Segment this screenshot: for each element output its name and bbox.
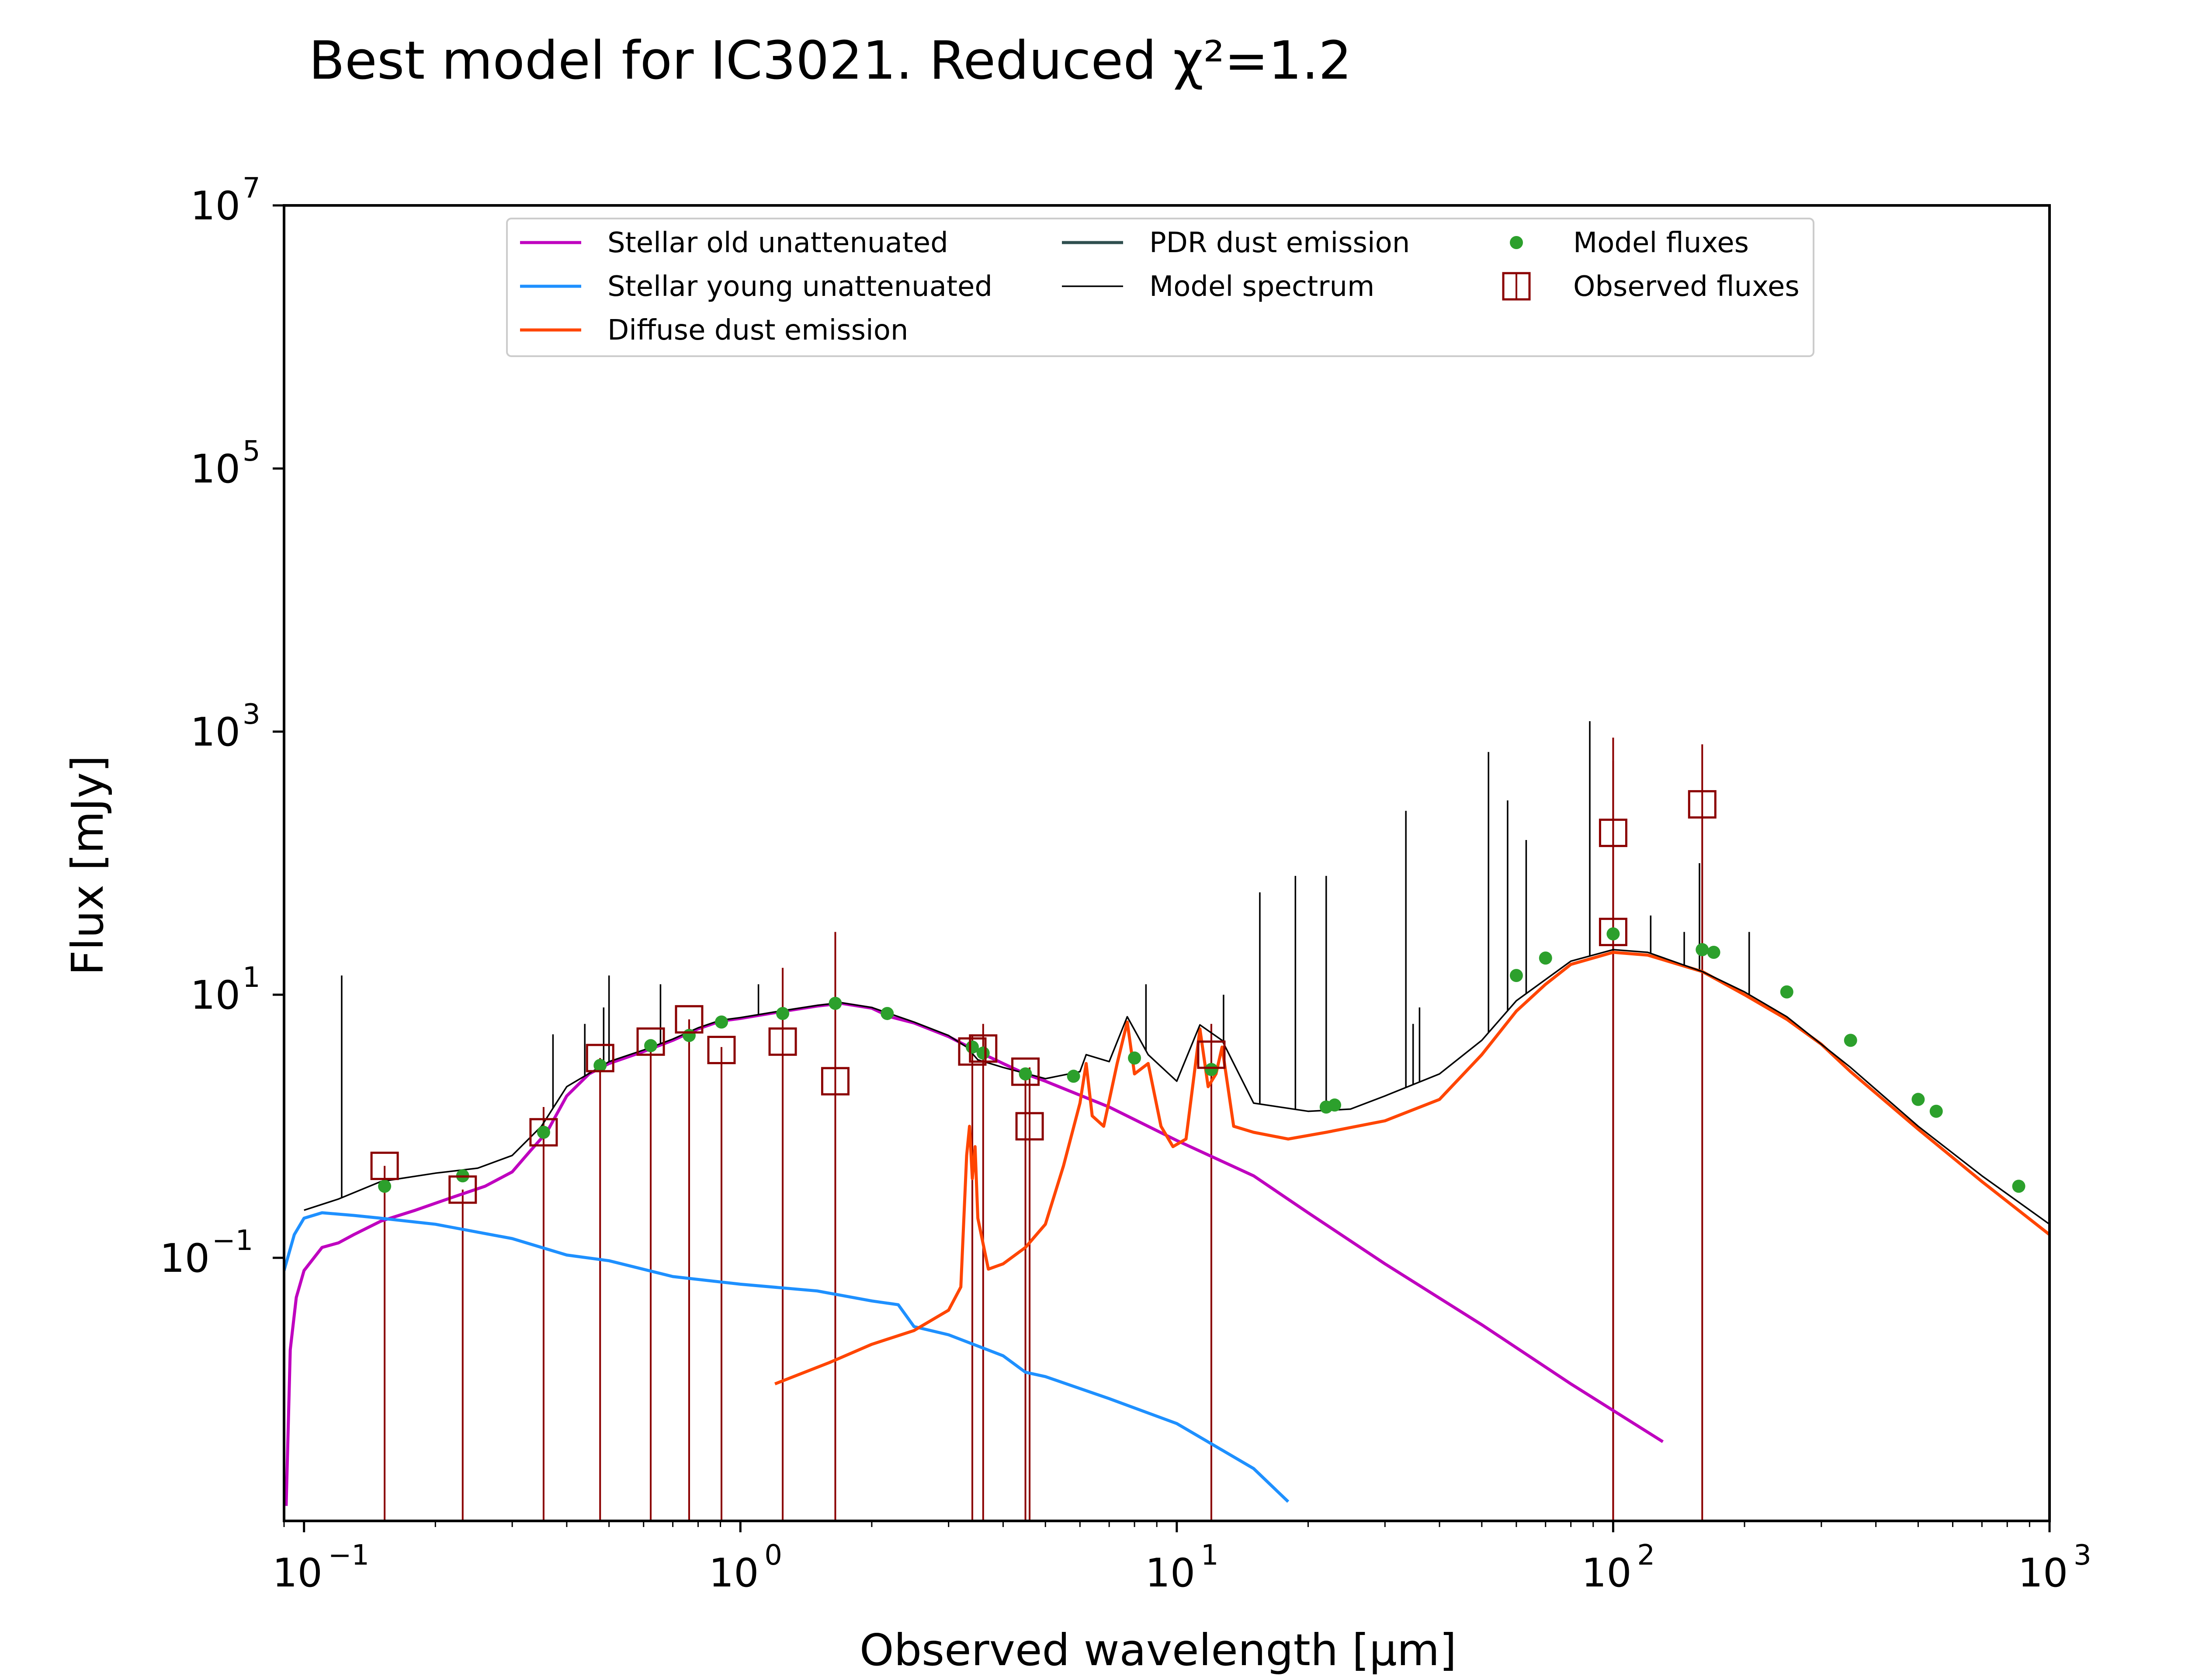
y-axis-label: Flux [mJy] (62, 755, 113, 975)
x-tick-label: 10 (2018, 1550, 2068, 1596)
observed-flux-point (1599, 917, 1627, 946)
model-flux-point (593, 1059, 607, 1072)
observed-flux-point (1688, 790, 1717, 819)
model-flux-point (829, 996, 842, 1010)
series-line-diffuse-dust-emission (774, 951, 2050, 1385)
observed-flux-point (636, 1027, 665, 1056)
model-flux-point (1128, 1051, 1141, 1065)
observed-flux-point (529, 1118, 558, 1147)
legend-label-model-fluxes: Model fluxes (1573, 227, 1749, 259)
observed-flux-point (586, 1044, 614, 1073)
observed-flux-point (1197, 1040, 1226, 1069)
plot-frame (283, 204, 2051, 1522)
observed-flux-point (675, 1005, 704, 1034)
plot-area (284, 721, 2050, 1521)
model-flux-point (1696, 943, 1709, 956)
model-flux-point (1707, 946, 1720, 959)
model-flux-point (682, 1029, 696, 1042)
model-flux-point (1509, 969, 1523, 982)
legend-label-stellar-old-unattenuated: Stellar old unattenuated (607, 227, 948, 259)
y-tick-label: 10 (190, 446, 240, 492)
x-tick-label: 10 (272, 1550, 323, 1596)
y-tick-label: 10 (160, 1236, 210, 1281)
model-flux-point (2012, 1180, 2025, 1193)
chart-title: Best model for IC3021. Reduced χ²=1.2 (309, 31, 1352, 91)
legend-label-observed-fluxes: Observed fluxes (1573, 271, 1800, 303)
observed-flux-point (969, 1034, 998, 1063)
observed-flux-point (1011, 1057, 1040, 1086)
legend-box (506, 218, 1814, 357)
legend-label-stellar-young-unattenuated: Stellar young unattenuated (607, 271, 992, 303)
x-tick-label-exponent: 1 (1201, 1539, 1219, 1572)
observed-flux-point (768, 1027, 797, 1056)
y-tick-label-exponent: 1 (243, 961, 260, 994)
legend-label-model-spectrum: Model spectrum (1149, 271, 1374, 303)
legend-swatch-model-fluxes (1510, 236, 1523, 249)
model-flux-point (537, 1125, 550, 1139)
series-line-stellar-young-unattenuated (284, 1211, 1290, 1503)
legend: Stellar old unattenuated Stellar young un… (506, 218, 1814, 357)
model-flux-point (1606, 927, 1620, 941)
model-flux-point (776, 1007, 790, 1020)
observed-flux-point (1599, 819, 1627, 847)
legend-label-pdr-dust-emission: PDR dust emission (1149, 227, 1410, 259)
x-tick-label-exponent: 0 (764, 1539, 782, 1572)
observed-flux-point (448, 1175, 477, 1204)
x-tick-label-exponent: −1 (328, 1539, 369, 1572)
observed-flux-point (707, 1035, 736, 1064)
model-flux-point (644, 1039, 658, 1052)
model-flux-point (1780, 985, 1793, 999)
x-tick-label-exponent: 3 (2074, 1539, 2091, 1572)
model-flux-point (378, 1180, 392, 1193)
model-flux-point (976, 1046, 990, 1060)
x-axis-label: Observed wavelength [μm] (860, 1624, 1457, 1676)
model-flux-point (1911, 1093, 1925, 1106)
model-flux-point (1019, 1067, 1032, 1081)
model-flux-point (1929, 1104, 1943, 1118)
legend-label-diffuse-dust-emission: Diffuse dust emission (607, 314, 908, 347)
observed-flux-point (1015, 1112, 1044, 1141)
observed-flux-point (370, 1152, 399, 1180)
model-flux-point (1067, 1069, 1080, 1083)
y-tick-label: 10 (190, 972, 240, 1018)
y-tick-label-exponent: 5 (243, 435, 260, 468)
model-flux-point (1539, 951, 1552, 965)
model-flux-point (714, 1015, 728, 1029)
series-line-model-spectrum (304, 949, 2050, 1225)
model-flux-point (1328, 1098, 1342, 1112)
y-tick-label-exponent: 3 (243, 698, 260, 731)
model-flux-point (1204, 1063, 1218, 1076)
x-tick-label-exponent: 2 (1637, 1539, 1655, 1572)
observed-flux-point (958, 1037, 987, 1066)
axis-ticks: 10 −1 10 0 10 1 10 2 10 310 −110 110 310 510 7 (160, 172, 2091, 1596)
y-tick-label: 10 (190, 709, 240, 755)
model-flux-point (881, 1007, 894, 1020)
y-tick-label: 10 (190, 183, 240, 229)
model-flux-point (1844, 1034, 1857, 1047)
x-tick-label: 10 (709, 1550, 759, 1596)
x-tick-label: 10 (1582, 1550, 1632, 1596)
y-tick-label-exponent: −1 (212, 1225, 253, 1257)
observed-flux-point (821, 1067, 850, 1096)
x-tick-label: 10 (1145, 1550, 1196, 1596)
y-tick-label-exponent: 7 (243, 172, 260, 205)
